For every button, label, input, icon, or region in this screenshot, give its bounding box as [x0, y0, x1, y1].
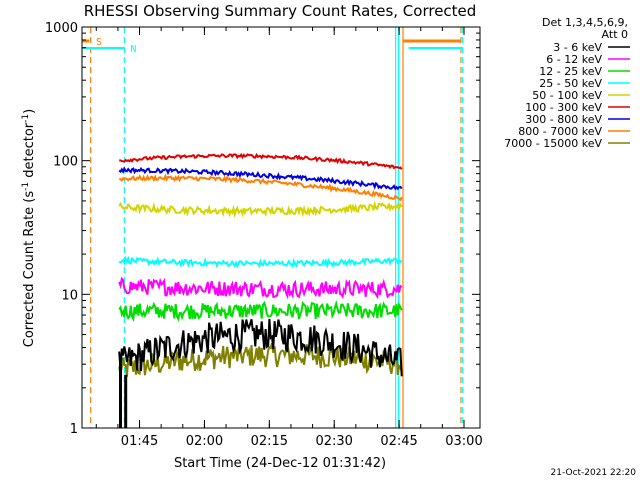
plot-axes: 1 10 100 1000 01:45 02:00 02:15 02:30 02:45 03:00 — [45, 21, 483, 449]
x-tick-label: 02:15 — [251, 434, 288, 449]
x-tick-label: 02:45 — [380, 434, 417, 449]
series-3-6-keV — [118, 318, 403, 428]
svg-text:Corrected Count Rate (s-1 dete: Corrected Count Rate (s-1 detector-1) — [21, 109, 37, 347]
series-25-50-keV — [118, 255, 403, 269]
legend-label: 100 - 300 keV — [525, 101, 602, 114]
x-tick-label: 01:45 — [121, 434, 158, 449]
ylabel-mid: detector — [22, 122, 37, 182]
flag-s-label: S — [96, 37, 102, 48]
plot-marks: SN — [82, 27, 464, 428]
legend-header: Det 1,3,4,5,6,9, — [542, 16, 628, 29]
x-axis-label: Start Time (24-Dec-12 01:31:42) — [174, 456, 386, 471]
series-trace — [118, 342, 403, 377]
x-tick-label: 02:00 — [186, 434, 223, 449]
footer-date: 21-Oct-2021 22:20 — [551, 468, 637, 478]
series-trace — [118, 166, 403, 191]
y-axis-label: Corrected Count Rate (s-1 detector-1) — [21, 109, 37, 347]
legend-header: Att 0 — [602, 28, 628, 41]
series-100-300-keV — [119, 152, 403, 170]
y-tick-label: 1 — [70, 422, 78, 437]
series-7000-15000-keV — [118, 342, 403, 377]
flag-markers: SN — [82, 27, 464, 428]
ylabel-sup1: -1 — [21, 182, 31, 191]
series-12-25-keV — [118, 300, 403, 323]
series-800-7000-keV — [118, 173, 403, 202]
legend-label: 25 - 50 keV — [539, 77, 602, 90]
plot-frame — [81, 26, 481, 429]
series-trace — [118, 173, 403, 202]
legend-label: 12 - 25 keV — [539, 65, 602, 78]
series-50-100-keV — [118, 200, 403, 219]
ylabel-sup2: -1 — [21, 114, 31, 123]
series-trace — [118, 300, 403, 323]
series-trace — [118, 318, 403, 377]
legend-label: 300 - 800 keV — [525, 113, 602, 126]
ylabel-end: ) — [22, 109, 37, 114]
y-tick-label: 10 — [61, 288, 78, 303]
legend-label: 3 - 6 keV — [553, 41, 602, 54]
y-tick-label: 1000 — [45, 21, 78, 36]
series-300-800-keV — [118, 166, 403, 191]
y-tick-label: 100 — [53, 155, 78, 170]
chart-title: RHESSI Observing Summary Count Rates, Co… — [84, 2, 477, 20]
series-trace — [119, 152, 403, 170]
series-trace — [118, 276, 403, 300]
series-trace — [118, 255, 403, 269]
legend-label: 6 - 12 keV — [546, 53, 602, 66]
x-tick-label: 02:30 — [315, 434, 352, 449]
series-6-12-keV — [118, 276, 403, 300]
series-trace — [118, 200, 403, 219]
flag-n-label: N — [130, 44, 136, 55]
legend-label: 800 - 7000 keV — [518, 125, 602, 138]
legend-label: 50 - 100 keV — [532, 89, 602, 102]
x-tick-label: 03:00 — [445, 434, 482, 449]
ylabel-main: Corrected Count Rate (s — [22, 191, 37, 348]
legend-label: 7000 - 15000 keV — [504, 137, 602, 150]
